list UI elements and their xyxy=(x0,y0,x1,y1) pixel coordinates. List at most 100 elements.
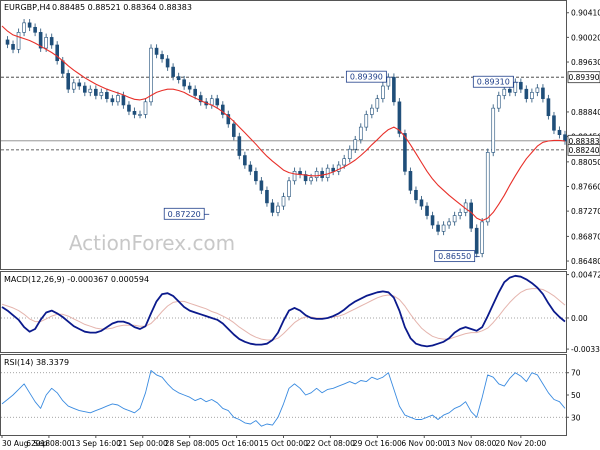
x-tick-label: 15 Oct 00:00 xyxy=(259,439,308,448)
ohlc-readout: 0.88485 0.88521 0.88364 0.88383 xyxy=(52,3,192,12)
macd-line xyxy=(1,274,566,348)
candle-body xyxy=(325,167,330,178)
candle-body xyxy=(11,44,15,50)
candle-body xyxy=(5,39,10,45)
candle-body xyxy=(176,76,181,81)
candle-body xyxy=(552,115,556,131)
price-annotation-box xyxy=(163,207,205,220)
candle-body xyxy=(193,88,197,96)
candle-body xyxy=(347,148,352,159)
rsi-line xyxy=(1,370,566,427)
candle-body xyxy=(160,54,164,60)
x-tick-label: 29 Oct 16:00 xyxy=(353,439,402,448)
candle-body xyxy=(82,85,87,93)
x-tick-label: 6 Sep 08:00 xyxy=(26,439,72,448)
candle-body xyxy=(116,95,120,103)
y-tick-label: 0.88050 xyxy=(571,158,600,167)
candle-body xyxy=(187,85,192,90)
candle-body xyxy=(419,199,424,207)
candle-body xyxy=(480,221,485,254)
x-tick-label: 22 Oct 08:00 xyxy=(306,439,355,448)
x-tick-label: 20 Nov 20:00 xyxy=(496,439,547,448)
moving-average-line xyxy=(1,25,566,222)
macd-panel-frame xyxy=(0,271,567,353)
candle-body xyxy=(248,164,253,172)
candle-body xyxy=(403,133,407,172)
price-annotation-label: 0.86550 xyxy=(438,252,471,261)
x-tick-label: 13 Nov 08:00 xyxy=(446,439,497,448)
rsi-title: RSI(14) 38.3379 xyxy=(4,358,69,367)
candle-body xyxy=(94,88,98,96)
candle-body xyxy=(381,85,385,99)
candle-body xyxy=(49,37,54,46)
candle-body xyxy=(303,174,308,182)
y-tick-label: 0.89630 xyxy=(571,58,600,67)
price-annotation-box xyxy=(472,75,514,88)
candle-body xyxy=(530,92,534,99)
candle-body xyxy=(110,98,115,103)
candle-body xyxy=(138,114,142,116)
candle-body xyxy=(77,82,82,87)
candle-body xyxy=(353,139,358,150)
candle-body xyxy=(541,87,545,99)
candle-body xyxy=(436,224,440,232)
candle-body xyxy=(342,158,347,166)
candle-body xyxy=(425,205,429,216)
candle-body xyxy=(375,98,380,109)
y-tick-label: 0.86870 xyxy=(571,232,600,241)
x-tick-label: 21 Sep 00:00 xyxy=(118,439,168,448)
y-tick-label: 0.00 xyxy=(571,314,588,323)
candle-body xyxy=(397,101,402,134)
y-tick-label: 0.90410 xyxy=(571,9,600,18)
candle-body xyxy=(447,221,451,226)
price-tag-box xyxy=(567,71,600,84)
x-tick-label: 5 Oct 16:00 xyxy=(215,439,259,448)
candle-body xyxy=(513,81,518,93)
candle-body xyxy=(519,81,523,90)
candle-body xyxy=(88,88,93,93)
candle-body xyxy=(524,88,529,99)
watermark: ActionForex.com xyxy=(69,231,235,255)
price-annotation-label: 0.87220 xyxy=(168,210,201,219)
candle-body xyxy=(408,171,413,191)
candle-body xyxy=(127,104,131,112)
candle-body xyxy=(508,88,512,93)
candle-body xyxy=(182,79,186,87)
candle-body xyxy=(309,177,313,182)
price-tag-box xyxy=(567,143,600,156)
y-tick-label: 0.87660 xyxy=(571,182,600,191)
candle-body xyxy=(265,189,269,204)
y-tick-label: 0.86480 xyxy=(571,257,600,266)
x-tick-label: 28 Sep 08:00 xyxy=(165,439,215,448)
candle-body xyxy=(485,152,490,223)
candle-body xyxy=(314,171,319,178)
candle-body xyxy=(132,111,137,115)
candle-body xyxy=(392,76,396,103)
candle-body xyxy=(215,98,220,106)
price-tag-label: 0.88240 xyxy=(568,146,599,155)
candle-body xyxy=(546,98,551,117)
candle-body xyxy=(220,104,225,115)
candle-body xyxy=(149,47,153,103)
candle-body xyxy=(441,224,446,232)
candle-body xyxy=(243,155,247,166)
price-annotation-box xyxy=(345,70,387,83)
price-tag-label: 0.89390 xyxy=(568,73,599,82)
candle-body xyxy=(171,66,175,77)
candle-body xyxy=(458,212,462,216)
candle-body xyxy=(287,180,291,197)
chart-marks: 0.904100.900200.896300.888400.884500.880… xyxy=(1,9,600,448)
candle-body xyxy=(16,32,21,50)
candle-body xyxy=(209,98,214,106)
candle-body xyxy=(165,58,170,68)
x-tick-label: 30 Aug 2018 xyxy=(2,439,50,448)
candle-body xyxy=(121,95,126,106)
candle-body xyxy=(232,123,236,137)
candle-body xyxy=(358,126,363,141)
candle-body xyxy=(237,136,242,156)
y-tick-label: 0.004729 xyxy=(571,271,600,280)
candle-body xyxy=(535,87,540,93)
price-annotation-label: 0.89390 xyxy=(350,73,383,82)
candle-body xyxy=(281,196,286,207)
